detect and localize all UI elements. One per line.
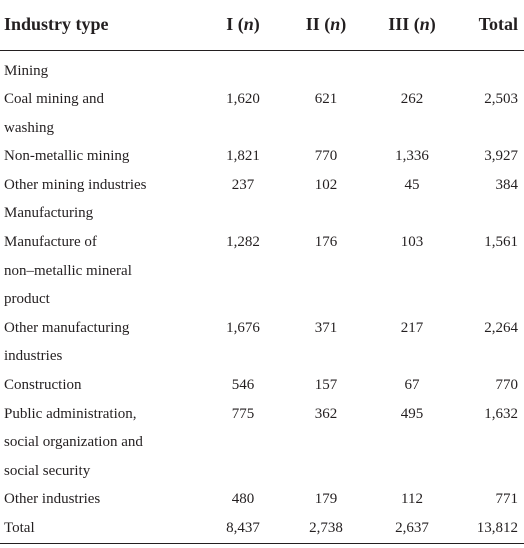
table-body: Mining Coal mining and washing 1,620 621 262 2…	[0, 50, 524, 544]
row-label: Coal mining and washing	[4, 91, 104, 136]
table-row: Manufacturing	[0, 199, 524, 228]
cell-total: 1,561	[484, 234, 518, 251]
cell-i: 1,821	[226, 148, 260, 165]
row-label: Other mining industries	[4, 176, 147, 193]
cell-total: 384	[495, 176, 519, 193]
cell-iii	[366, 199, 458, 228]
cell-iii	[366, 57, 458, 86]
table-header: Industry type I (n) II (n) III (n) Total	[0, 0, 524, 51]
cell-iii: 495	[400, 405, 424, 422]
row-label: Non-metallic mining	[4, 148, 130, 165]
table-row: Other industries 480 179 112 771	[0, 485, 524, 514]
cell-ii: 371	[314, 319, 338, 336]
cell-iii: 1,336	[395, 148, 429, 165]
cell-total: 2,503	[484, 91, 518, 108]
header-col-iii-close: )	[429, 14, 436, 35]
cell-total: 1,632	[484, 405, 518, 422]
cell-iii: 262	[400, 91, 424, 108]
cell-ii: 157	[314, 377, 338, 394]
cell-i: 480	[231, 491, 255, 508]
cell-total: 13,812	[458, 514, 524, 544]
cell-i	[200, 199, 286, 228]
cell-ii	[286, 57, 366, 86]
row-label: Manufacturing	[4, 205, 94, 222]
row-label: Construction	[4, 377, 82, 394]
header-col-ii-close: )	[340, 14, 347, 35]
header-col-i: I (n)	[200, 0, 286, 51]
cell-total: 770	[495, 377, 519, 394]
cell-ii	[286, 199, 366, 228]
cell-total: 2,264	[484, 319, 518, 336]
cell-i: 546	[231, 377, 255, 394]
cell-ii: 176	[314, 234, 338, 251]
cell-ii: 621	[314, 91, 338, 108]
header-row: Industry type I (n) II (n) III (n) Total	[0, 0, 524, 51]
header-total: Total	[458, 0, 524, 51]
cell-iii: 45	[404, 176, 420, 193]
cell-ii: 770	[314, 148, 338, 165]
cell-i: 8,437	[200, 514, 286, 544]
cell-total: 771	[495, 491, 519, 508]
header-col-i-label: I (	[226, 14, 244, 35]
header-col-iii: III (n)	[366, 0, 458, 51]
row-label: Manufacture of non–metallic mineral produc…	[4, 234, 132, 308]
cell-ii: 362	[314, 405, 338, 422]
cell-total	[458, 199, 524, 228]
cell-iii: 217	[400, 319, 424, 336]
header-col-ii-label: II (	[305, 14, 331, 35]
row-label: Other manufacturing industries	[4, 319, 130, 365]
cell-i: 237	[231, 176, 255, 193]
table-row: Non-metallic mining 1,821 770 1,336 3,927	[0, 142, 524, 171]
cell-iii: 103	[400, 234, 424, 251]
cell-i	[200, 57, 286, 86]
cell-total	[458, 57, 524, 86]
table-row: Other manufacturing industries 1,676 371 217…	[0, 314, 524, 371]
cell-i: 1,620	[226, 91, 260, 108]
cell-ii: 2,738	[286, 514, 366, 544]
header-col-ii-n: n	[330, 14, 341, 35]
row-label: Mining	[4, 62, 49, 79]
header-col-iii-n: n	[419, 14, 430, 35]
cell-iii: 112	[401, 491, 423, 508]
header-col-ii: II (n)	[286, 0, 366, 51]
cell-total: 3,927	[484, 148, 518, 165]
table-row: Public administration, social organizatio…	[0, 400, 524, 486]
row-label: Total	[0, 514, 200, 544]
table-row: Construction 546 157 67 770	[0, 371, 524, 400]
row-label: Other industries	[4, 491, 101, 508]
row-label: Public administration, social organizatio…	[4, 405, 143, 479]
table-row: Manufacture of non–metallic mineral produc…	[0, 228, 524, 314]
header-col-iii-label: III (	[388, 14, 420, 35]
cell-ii: 102	[314, 176, 338, 193]
table-row: Mining	[0, 57, 524, 86]
table-row: Total 8,437 2,738 2,637 13,812	[0, 514, 524, 544]
cell-i: 1,282	[226, 234, 260, 251]
cell-ii: 179	[314, 491, 338, 508]
cell-iii: 2,637	[366, 514, 458, 544]
header-col-i-n: n	[243, 14, 254, 35]
cell-i: 775	[231, 405, 255, 422]
cell-iii: 67	[404, 377, 420, 394]
cell-i: 1,676	[226, 319, 260, 336]
table-row: Other mining industries 237 102 45 384	[0, 171, 524, 200]
header-industry-type: Industry type	[0, 0, 200, 51]
table-row: Coal mining and washing 1,620 621 262 2,503	[0, 85, 524, 142]
header-col-i-close: )	[253, 14, 260, 35]
